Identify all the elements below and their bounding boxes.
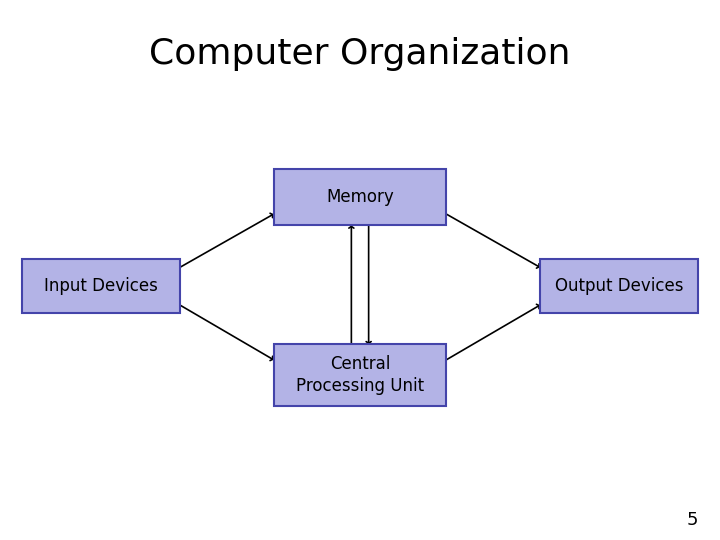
Text: Computer Organization: Computer Organization [149, 37, 571, 71]
Text: Central
Processing Unit: Central Processing Unit [296, 355, 424, 395]
Text: Output Devices: Output Devices [555, 277, 683, 295]
FancyBboxPatch shape [540, 259, 698, 313]
FancyBboxPatch shape [274, 345, 446, 406]
Text: Memory: Memory [326, 188, 394, 206]
Text: Input Devices: Input Devices [44, 277, 158, 295]
FancyBboxPatch shape [22, 259, 180, 313]
Text: 5: 5 [687, 511, 698, 529]
FancyBboxPatch shape [274, 168, 446, 226]
